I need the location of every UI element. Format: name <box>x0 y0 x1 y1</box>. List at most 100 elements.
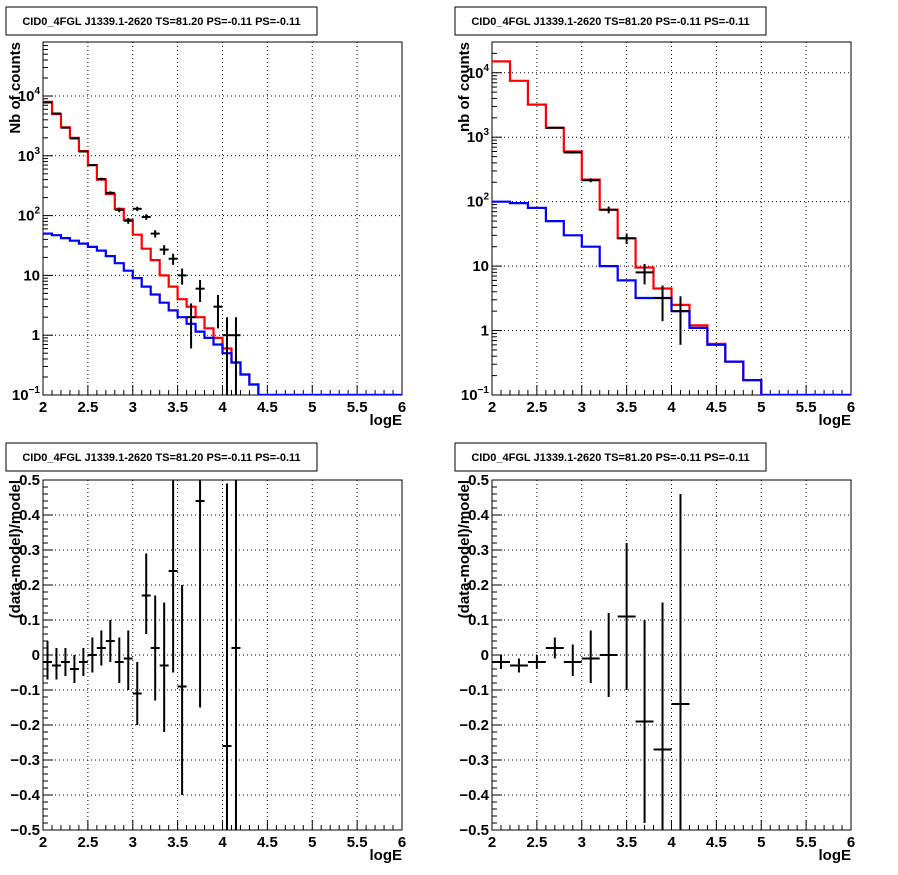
x-tick-label: 2 <box>39 399 47 416</box>
x-tick-label: 5 <box>308 834 316 851</box>
data-point <box>563 151 582 154</box>
model-background-histogram <box>492 200 851 395</box>
grid <box>492 42 851 395</box>
x-tick-label: 6 <box>398 399 406 416</box>
data-point <box>114 637 124 683</box>
title-box <box>5 442 318 472</box>
data-point <box>159 245 169 255</box>
data-point <box>87 637 97 673</box>
y-tick-label: −0.5 <box>10 822 40 839</box>
data-point <box>195 480 205 708</box>
data-point <box>671 296 690 345</box>
title-box <box>454 442 767 472</box>
chart-title: CID0_4FGL J1339.1-2620 TS=81.20 PS=-0.11… <box>22 452 300 464</box>
data-point <box>177 585 187 795</box>
data-point <box>599 206 618 214</box>
x-tick-label: 4 <box>218 399 227 416</box>
data-point <box>123 630 133 690</box>
y-tick-label: −0.1 <box>459 682 489 699</box>
y-tick-label: 0.5 <box>19 472 40 489</box>
data-point <box>222 317 232 395</box>
y-tick-label: 10 <box>472 258 489 275</box>
data-point <box>213 295 223 329</box>
data-point <box>186 303 196 349</box>
x-tick-label: 3 <box>129 399 137 416</box>
data-point <box>51 112 61 115</box>
x-tick-label: 3.5 <box>616 399 637 416</box>
y-axis-label: Nb of counts <box>7 42 24 134</box>
y-tick-label: 0.4 <box>468 507 490 524</box>
plot-area <box>492 494 690 830</box>
x-tick-label: 6 <box>398 834 406 851</box>
data-point <box>69 655 79 683</box>
x-tick-label: 2.5 <box>77 834 98 851</box>
data-point <box>96 177 106 181</box>
data-point <box>545 637 564 659</box>
x-axis-label: logE <box>370 847 403 864</box>
data-point <box>60 648 70 676</box>
x-tick-label: 5 <box>757 399 765 416</box>
data-point <box>51 648 61 680</box>
data-point <box>141 553 151 634</box>
y-tick-label: 102 <box>18 206 41 225</box>
data-point <box>581 178 600 183</box>
data-point <box>78 150 88 153</box>
model-background-histogram <box>43 232 402 395</box>
data-point <box>563 644 582 676</box>
x-axis-label: logE <box>370 412 403 429</box>
x-tick-label: 3.5 <box>616 834 637 851</box>
data-point <box>177 268 187 285</box>
x-tick-label: 4.5 <box>706 834 727 851</box>
y-tick-label: −0.3 <box>459 752 489 769</box>
x-tick-label: 3.5 <box>167 834 188 851</box>
y-tick-label: 0.5 <box>468 472 489 489</box>
chart-panel-4: 2 2.5 3 3.5 4 4.5 5 5.5 6 −0.5 −0.4 −0.3 −0.2 −0.1 0 0.… <box>454 442 855 864</box>
data-point <box>168 253 178 265</box>
y-tick-label: 0.1 <box>468 612 489 629</box>
x-tick-label: 2 <box>488 399 496 416</box>
y-axis <box>43 41 53 396</box>
x-tick-label: 4 <box>667 399 676 416</box>
data-point <box>123 218 133 224</box>
data-point <box>195 279 205 302</box>
x-tick-label: 6 <box>847 399 855 416</box>
x-axis <box>491 385 852 395</box>
grid <box>43 42 402 395</box>
title-box <box>454 6 767 36</box>
x-tick-label: 4 <box>218 834 227 851</box>
y-tick-label: −0.3 <box>10 752 40 769</box>
data-point <box>617 543 636 690</box>
y-tick-label: −0.2 <box>459 717 489 734</box>
data-point <box>96 630 106 666</box>
data-point <box>105 191 115 195</box>
x-tick-label: 2 <box>39 834 47 851</box>
y-tick-label: 0.3 <box>19 542 40 559</box>
data-point <box>141 214 151 220</box>
y-tick-label: 103 <box>467 127 490 146</box>
x-tick-label: 2.5 <box>526 834 547 851</box>
y-tick-label: −0.4 <box>10 787 40 804</box>
data-point <box>635 620 654 823</box>
y-axis-label: (data-model)/model <box>7 480 24 618</box>
data-point <box>671 494 690 830</box>
data-point <box>599 613 618 697</box>
y-tick-label: 0.3 <box>468 542 489 559</box>
data-point <box>527 655 546 669</box>
chart-panel-3: 2 2.5 3 3.5 4 4.5 5 5.5 6 −0.5 −0.4 −0.3 −0.2 −0.1 0 0.… <box>5 442 406 864</box>
grid <box>492 480 851 830</box>
y-tick-label: 10−1 <box>12 385 41 404</box>
x-tick-label: 3 <box>578 834 586 851</box>
y-tick-label: 0 <box>481 647 489 664</box>
y-axis <box>492 479 502 831</box>
y-axis-label: nb of counts <box>456 42 473 132</box>
x-axis <box>42 820 403 830</box>
y-tick-label: 10−1 <box>461 385 490 404</box>
x-tick-label: 3 <box>578 399 586 416</box>
data-point <box>231 480 241 830</box>
data-point <box>653 285 672 322</box>
plot-area <box>43 480 241 830</box>
y-tick-label: 0.2 <box>19 577 40 594</box>
x-tick-label: 4 <box>667 834 676 851</box>
chart-title: CID0_4FGL J1339.1-2620 TS=81.20 PS=-0.11… <box>471 452 749 464</box>
